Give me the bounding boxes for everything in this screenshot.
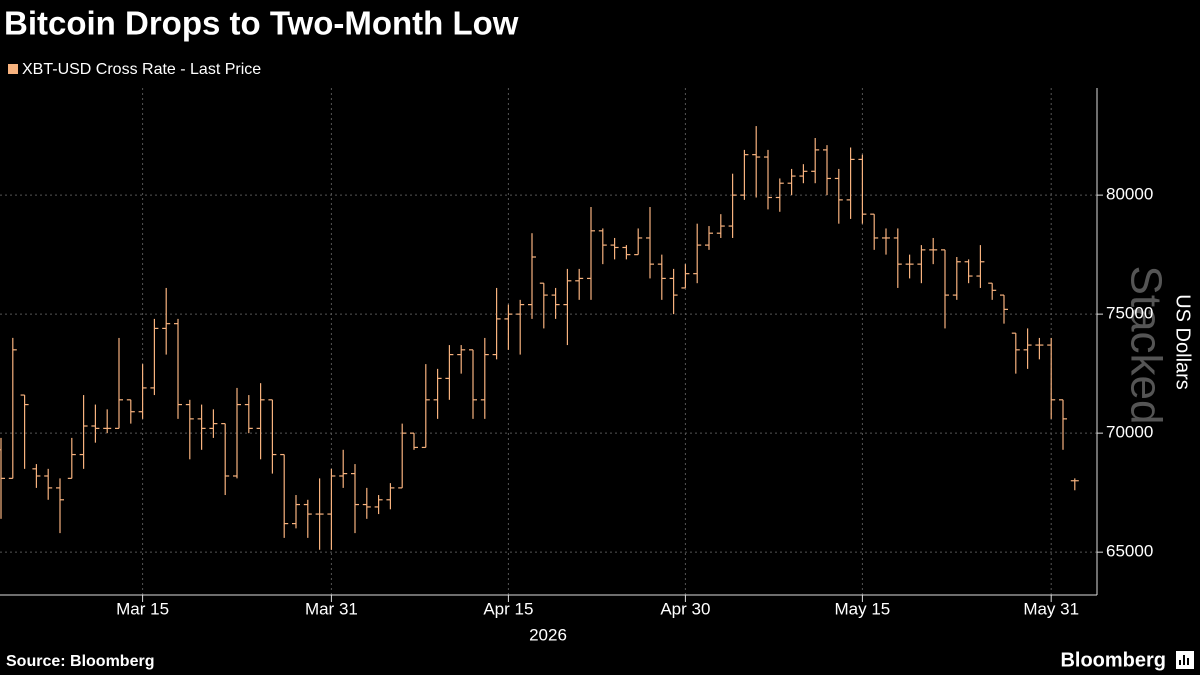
brand: Bloomberg xyxy=(1060,649,1166,671)
watermark: Stacked xyxy=(1121,266,1170,425)
y-tick-label: 65000 xyxy=(1106,542,1153,561)
x-tick-label: May 31 xyxy=(1023,599,1079,618)
x-tick-label: Apr 15 xyxy=(483,599,533,618)
source: Source: Bloomberg xyxy=(6,653,154,670)
x-tick-label: Mar 31 xyxy=(305,599,358,618)
legend-swatch xyxy=(8,64,18,74)
x-tick-label: Mar 15 xyxy=(116,599,169,618)
brand-icon-bars xyxy=(1179,655,1189,665)
x-tick-label: May 15 xyxy=(835,599,891,618)
y-tick-label: 70000 xyxy=(1106,423,1153,442)
y-axis-label: US Dollars xyxy=(1172,294,1194,390)
legend-label: XBT-USD Cross Rate - Last Price xyxy=(22,61,261,78)
y-tick-label: 75000 xyxy=(1106,304,1153,323)
chart-title: Bitcoin Drops to Two-Month Low xyxy=(4,5,519,42)
y-tick-label: 80000 xyxy=(1106,185,1153,204)
x-axis-label: 2026 xyxy=(529,625,567,644)
x-tick-label: Apr 30 xyxy=(660,599,710,618)
